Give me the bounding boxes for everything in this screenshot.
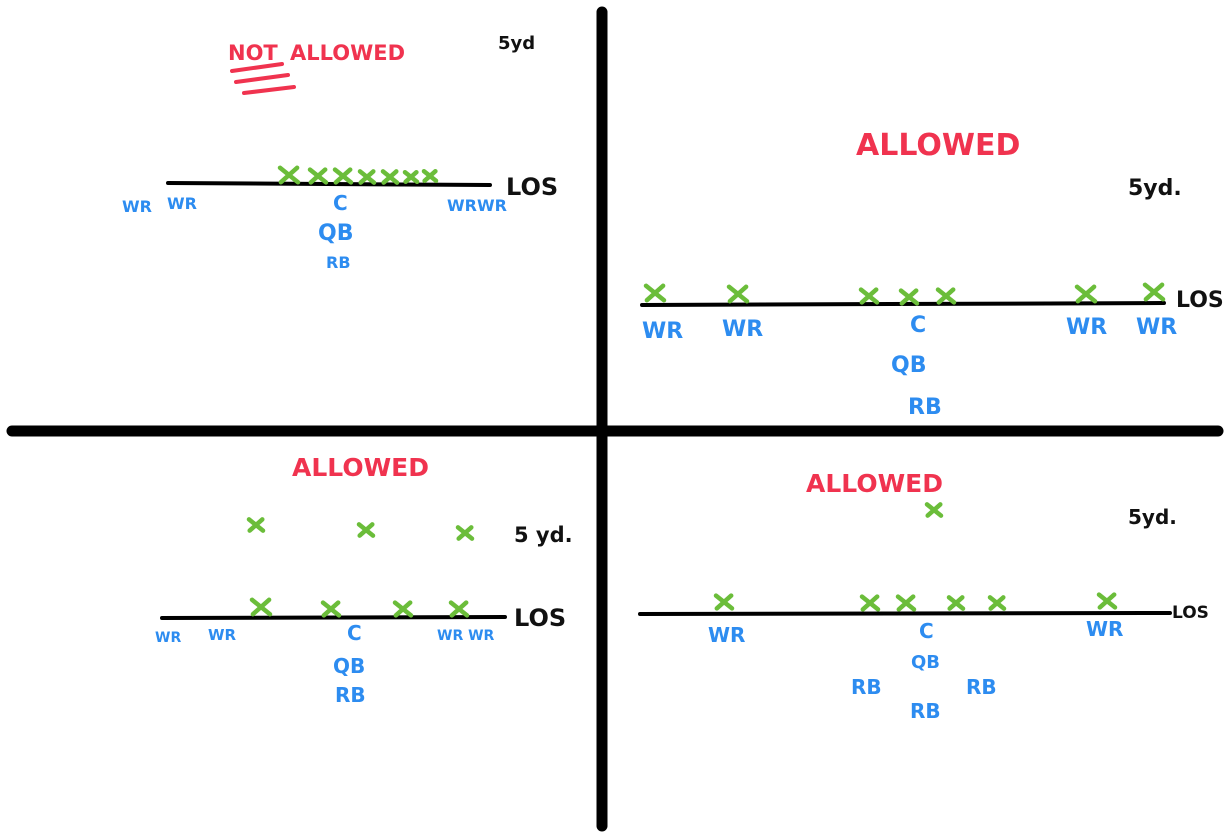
defender-x-mark [895, 594, 917, 612]
defender-x-mark [320, 600, 342, 618]
defender-x-mark [356, 522, 376, 538]
rb-label: RB [851, 675, 882, 699]
wr-pair-label: WR WR [437, 628, 495, 644]
defender-x-mark [858, 287, 880, 305]
defender-x-mark [924, 502, 944, 518]
rb-label: RB [326, 253, 351, 272]
rb-label: RB [910, 699, 941, 723]
line-of-scrimmage [160, 615, 507, 620]
defender-x-mark [455, 525, 475, 541]
center-label: C [919, 619, 934, 643]
wr-label: WR [167, 194, 197, 213]
los-label: LOS [514, 604, 566, 632]
quadrant-top-right: ALLOWED 5yd. LOS WR WR WR WR C QB RB [640, 128, 1224, 420]
verdict-label: ALLOWED [292, 453, 429, 482]
qb-label: QB [318, 221, 353, 246]
yard-label: 5 yd. [514, 523, 573, 547]
defender-marks [643, 282, 1166, 306]
not-label: NOT [228, 41, 278, 65]
defender-x-mark [448, 600, 470, 618]
defender-marks [713, 502, 1118, 612]
verdict-label: ALLOWED [290, 41, 405, 65]
wr-label: WR [708, 623, 745, 647]
defender-x-mark [421, 168, 439, 184]
yard-label: 5yd. [1128, 505, 1177, 529]
qb-label: QB [333, 654, 365, 678]
defender-x-mark [246, 517, 266, 533]
defender-x-mark [946, 595, 966, 611]
wr-label: WR [155, 630, 181, 646]
defender-x-mark [392, 600, 414, 618]
wr-label: WR [1066, 315, 1107, 340]
qb-label: QB [891, 353, 926, 378]
defender-x-mark [643, 283, 667, 303]
quadrant-top-left: NOT ALLOWED 5yd LOS WR WR WRWR C QB RB [122, 33, 558, 272]
defender-marks [246, 517, 475, 618]
yard-label: 5yd. [1128, 176, 1182, 201]
center-label: C [910, 313, 926, 338]
wr-pair-label: WRWR [447, 196, 507, 215]
wr-label: WR [642, 319, 683, 344]
los-label: LOS [1172, 603, 1209, 623]
defender-x-mark [898, 288, 920, 306]
defender-x-mark [249, 597, 273, 617]
defender-x-mark [935, 287, 957, 305]
defender-x-mark [380, 169, 400, 185]
wr-label: WR [1136, 315, 1177, 340]
defender-x-mark [1096, 592, 1118, 610]
wr-label: WR [122, 197, 152, 216]
defender-x-mark [332, 167, 354, 185]
defender-x-mark [987, 595, 1007, 611]
defender-x-mark [726, 284, 750, 304]
defender-x-mark [277, 165, 301, 185]
line-of-scrimmage [166, 181, 492, 187]
defender-x-mark [1142, 282, 1166, 302]
defender-x-mark [859, 594, 881, 612]
qb-label: QB [911, 652, 940, 673]
defender-x-mark [307, 167, 329, 185]
defender-x-mark [1074, 284, 1098, 304]
verdict-label: ALLOWED [856, 128, 1020, 163]
center-label: C [347, 621, 362, 645]
rb-label: RB [966, 675, 997, 699]
yard-label: 5yd [498, 33, 535, 54]
not-underline [230, 62, 296, 95]
rb-label: RB [335, 683, 366, 707]
wr-label: WR [722, 317, 763, 342]
line-of-scrimmage [638, 611, 1172, 616]
quadrant-bottom-right: ALLOWED 5yd. LOS WR WR C QB RB RB RB [638, 469, 1209, 723]
wr-label: WR [1086, 617, 1123, 641]
wr-label: WR [208, 626, 237, 644]
quadrant-bottom-left: ALLOWED 5 yd. LOS WR WR WR WR C QB RB [155, 453, 573, 707]
los-label: LOS [1176, 288, 1224, 313]
los-label: LOS [506, 173, 558, 201]
defender-x-mark [357, 169, 377, 185]
center-label: C [333, 191, 348, 215]
verdict-label: ALLOWED [806, 469, 943, 498]
defender-x-mark [402, 169, 420, 185]
rb-label: RB [908, 395, 942, 420]
defender-marks [277, 165, 439, 185]
defender-x-mark [713, 593, 735, 611]
